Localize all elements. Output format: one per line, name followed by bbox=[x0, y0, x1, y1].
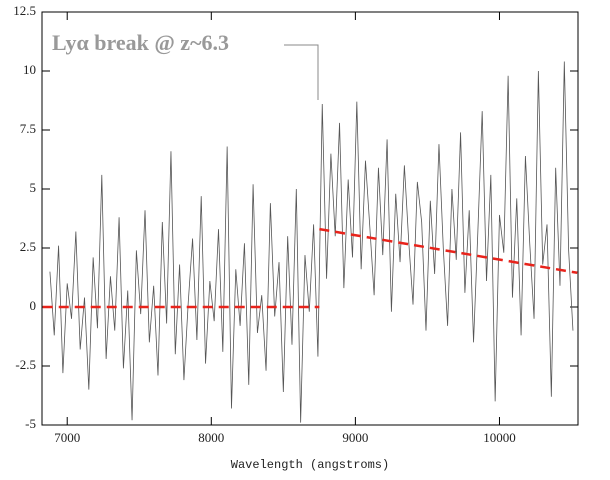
y-tick-label: -5 bbox=[25, 416, 36, 431]
y-tick-label: 2.5 bbox=[20, 239, 36, 254]
y-tick-label: 0 bbox=[30, 298, 37, 313]
x-tick-label: 10000 bbox=[483, 430, 516, 445]
x-axis-label: Wavelength (angstroms) bbox=[231, 458, 389, 472]
x-tick-label: 7000 bbox=[54, 430, 80, 445]
y-tick-label: 5 bbox=[30, 180, 37, 195]
annotation: Lyα break @ z~6.3 bbox=[52, 30, 229, 55]
spectrum-line bbox=[49, 61, 574, 423]
annotation-leader bbox=[284, 44, 319, 100]
x-tick-label: 8000 bbox=[198, 430, 224, 445]
fit-line bbox=[319, 227, 578, 275]
y-tick-label: -2.5 bbox=[15, 357, 36, 372]
y-tick-label: 12.5 bbox=[13, 3, 36, 18]
x-tick-label: 9000 bbox=[342, 430, 368, 445]
y-tick-label: 10 bbox=[23, 62, 36, 77]
y-tick-label: 7.5 bbox=[20, 121, 36, 136]
plot-frame bbox=[41, 11, 579, 426]
